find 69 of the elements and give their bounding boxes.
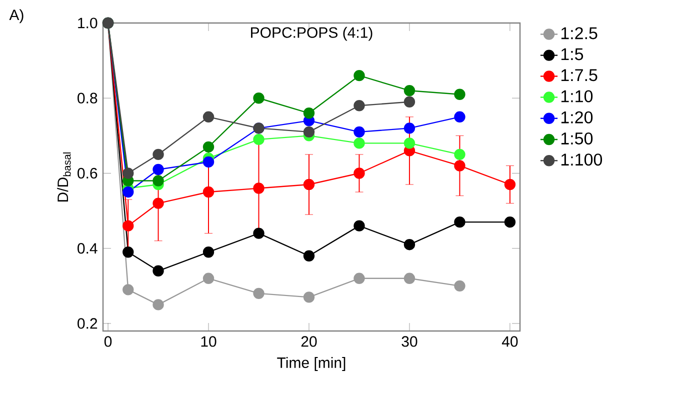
point [122,246,134,258]
point [354,138,365,149]
point [303,178,315,190]
point [253,92,264,104]
point [253,288,264,300]
point [303,292,315,303]
point [354,100,365,112]
point [404,138,416,149]
point [404,122,416,134]
y-tick-label: 0.2 [78,318,98,329]
point [404,272,416,284]
point [152,164,164,176]
point [152,198,164,209]
point [454,88,466,100]
legend-label: 1:100 [561,154,602,166]
x-tick-label: 20 [301,336,317,347]
x-axis-title: Time [min] [277,357,346,371]
point [454,280,466,292]
point [152,299,164,310]
x-tick-label: 10 [201,336,216,347]
point [454,111,466,123]
y-tick-label: 0.8 [78,92,98,104]
point [354,220,365,232]
point [253,228,264,239]
point [303,108,315,119]
legend-label: 1:5 [561,48,584,60]
y-axis-title: D/D$_{basal}$ [57,152,71,202]
point [354,126,365,138]
point [122,186,134,198]
point [122,168,134,179]
point [122,284,134,296]
y-tick-label: 1.0 [78,18,98,28]
point [504,178,516,190]
text: A) [9,9,24,24]
point [404,85,416,96]
point [122,220,134,232]
y-tick-label: 0.4 [78,243,98,254]
legend-label: 1:2.5 [561,27,598,40]
point [253,182,264,194]
legend-label: 1:50 [561,132,593,144]
point [454,148,466,160]
point [202,156,214,168]
point [202,111,214,123]
legend-label: 1:7.5 [561,69,598,82]
point [354,272,365,284]
point [202,246,214,258]
point [202,186,214,198]
y-tick-label: 0.6 [78,168,98,179]
point [404,96,416,108]
point [253,134,264,146]
point [303,250,315,262]
point [152,265,164,276]
chart-title: POPC:POPS (4:1) [251,26,372,41]
point [454,216,466,228]
x-tick-label: 40 [502,336,518,347]
point [202,141,214,153]
x-tick-label: 0 [104,336,112,347]
legend-label: 1:10 [561,90,593,102]
point [454,160,466,172]
point [354,70,365,82]
x-tick-label: 30 [402,336,418,347]
point [202,272,214,284]
point [303,126,315,138]
point [404,239,416,250]
legend-label: 1:20 [561,111,593,124]
point [152,148,164,160]
point [354,168,365,179]
point [504,216,516,228]
point [152,175,164,186]
